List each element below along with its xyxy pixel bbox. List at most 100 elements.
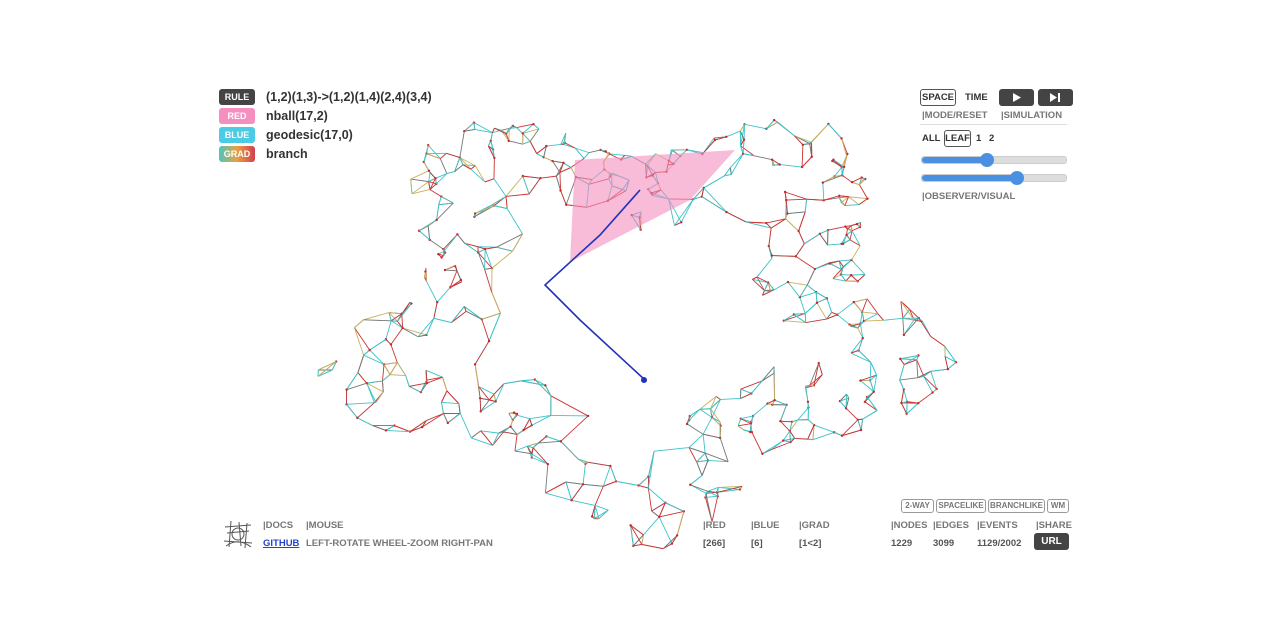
step-button[interactable]	[1038, 89, 1073, 106]
edge	[798, 230, 805, 244]
toggle[interactable]: 2-WAY	[901, 499, 934, 513]
logo	[223, 520, 253, 549]
level-1[interactable]: 1	[976, 133, 982, 144]
edge	[532, 442, 539, 449]
edge	[492, 432, 499, 446]
node	[821, 181, 825, 184]
edge	[402, 327, 419, 338]
space-button[interactable]: SPACE	[920, 89, 956, 106]
slider-track[interactable]	[921, 156, 1067, 164]
edge	[505, 196, 508, 209]
url-button[interactable]: URL	[1034, 533, 1069, 550]
edge	[674, 199, 694, 226]
edge	[443, 234, 458, 252]
edge	[363, 312, 390, 321]
edge	[923, 376, 933, 393]
edge	[930, 336, 946, 347]
docs-link[interactable]: |DOCS	[263, 520, 294, 531]
github-link[interactable]: GITHUB	[263, 538, 300, 549]
edge	[764, 282, 769, 291]
edge	[764, 290, 771, 292]
edge	[822, 182, 825, 201]
edge	[503, 431, 518, 435]
node	[866, 197, 869, 200]
stat-value: [6]	[751, 538, 763, 549]
edge	[826, 298, 833, 313]
simulation[interactable]: |SIMULATION	[1001, 110, 1063, 121]
edge	[738, 423, 752, 427]
edge	[418, 230, 430, 241]
edge	[512, 233, 523, 252]
mode-reset[interactable]: |MODE/RESET	[922, 110, 988, 121]
edge	[833, 159, 845, 168]
edge	[710, 399, 721, 410]
node	[840, 137, 843, 140]
node	[515, 412, 519, 416]
edge	[793, 313, 806, 315]
edge	[705, 493, 713, 522]
edge	[779, 164, 803, 168]
edge	[396, 362, 407, 376]
edge	[674, 221, 682, 226]
edge	[474, 129, 493, 134]
edge	[818, 363, 823, 375]
play-button[interactable]	[999, 89, 1034, 106]
edge	[441, 401, 459, 405]
edge	[806, 198, 824, 201]
edge	[402, 327, 427, 336]
edge	[787, 281, 808, 286]
edge	[794, 437, 808, 440]
level-2[interactable]: 2	[989, 133, 995, 144]
edge	[900, 402, 908, 415]
edge	[805, 384, 814, 387]
edge	[767, 282, 772, 292]
edge	[429, 239, 444, 250]
edge	[426, 153, 441, 160]
toggle[interactable]: SPACELIKE	[936, 499, 986, 513]
edge	[425, 271, 427, 282]
edge	[516, 123, 534, 128]
edge	[859, 184, 868, 199]
node	[685, 422, 689, 426]
edge	[456, 270, 462, 281]
edge	[638, 485, 649, 489]
edge	[850, 225, 853, 231]
time-button[interactable]: TIME	[965, 92, 988, 103]
all-button[interactable]: ALL	[922, 133, 941, 144]
slider-track[interactable]	[921, 174, 1067, 182]
edge	[701, 187, 705, 197]
edge	[470, 165, 476, 170]
node	[850, 180, 854, 184]
leaf-button[interactable]: LEAF	[944, 130, 971, 147]
node	[604, 150, 607, 153]
node	[852, 300, 856, 304]
slider-knob[interactable]	[1010, 171, 1024, 185]
edge	[366, 383, 377, 403]
stat-value: 3099	[933, 538, 955, 549]
edge	[651, 502, 666, 512]
edge	[474, 205, 495, 218]
edge	[900, 301, 904, 319]
edge	[522, 123, 534, 134]
edge	[702, 434, 706, 454]
edge	[389, 362, 398, 375]
edge	[552, 160, 564, 164]
edge	[438, 202, 454, 206]
edge	[857, 327, 864, 339]
node	[801, 143, 805, 146]
edge	[916, 359, 925, 377]
edge	[529, 414, 551, 420]
observer-visual[interactable]: |OBSERVER/VISUAL	[922, 191, 1016, 202]
edge	[863, 319, 884, 322]
slider-knob[interactable]	[980, 153, 994, 167]
edge	[752, 403, 768, 417]
node	[478, 396, 482, 400]
edge	[740, 388, 752, 394]
edge	[703, 433, 721, 439]
toggle[interactable]: WM	[1047, 499, 1069, 513]
edge	[447, 413, 461, 424]
edge	[858, 198, 868, 205]
edge	[711, 496, 719, 522]
toggle[interactable]: BRANCHLIKE	[988, 499, 1045, 513]
